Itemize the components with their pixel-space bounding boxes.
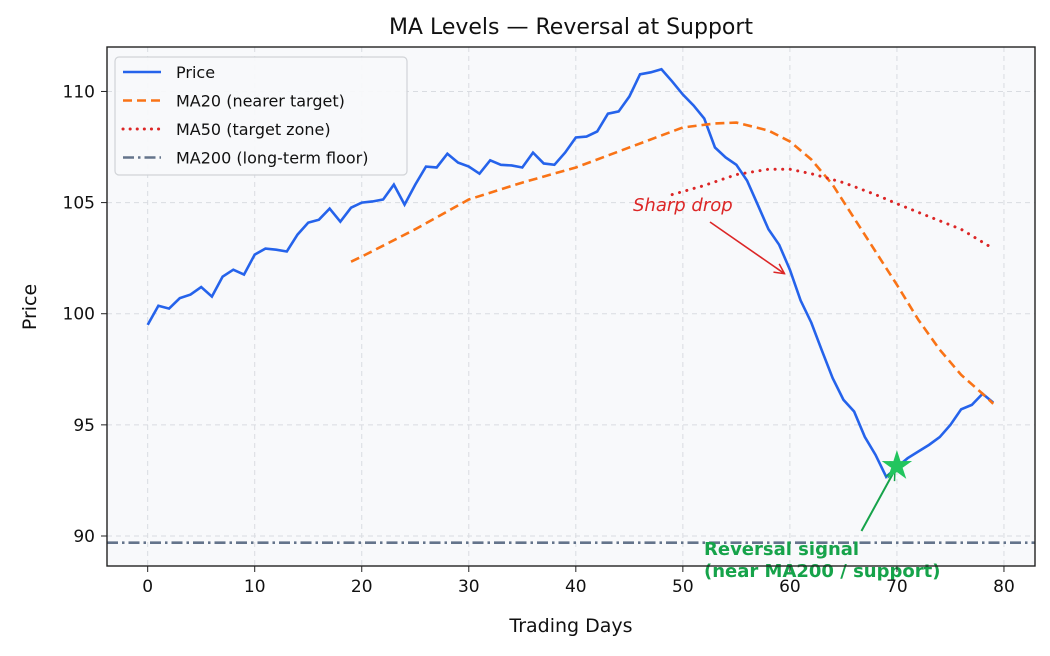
x-tick-label: 50 [672, 577, 694, 597]
x-tick-label: 10 [244, 577, 266, 597]
x-tick-label: 30 [458, 577, 480, 597]
x-tick-label: 70 [886, 577, 908, 597]
y-axis-label: Price [19, 284, 41, 330]
legend-label: Price [176, 63, 215, 82]
legend-box [114, 56, 408, 176]
legend-label: MA50 (target zone) [176, 120, 331, 139]
legend-label: MA200 (long-term floor) [176, 149, 368, 168]
x-tick-label: 80 [993, 577, 1015, 597]
series-line-ma20 [350, 121, 995, 405]
annotation-reversal-line: Reversal signal [704, 539, 859, 560]
chart-title: MA Levels — Reversal at Support [389, 15, 753, 40]
legend: Price MA20 (nearer target) MA50 (target zo… [114, 56, 408, 176]
x-tick-label: 0 [142, 577, 153, 597]
star-marker-icon [881, 450, 913, 479]
annotation-sharp-drop: Sharp drop [633, 195, 733, 216]
y-tick-label: 100 [63, 305, 95, 325]
x-tick-label: 40 [565, 577, 587, 597]
x-tick-label: 20 [351, 577, 373, 597]
y-tick-label: 110 [63, 82, 95, 102]
x-axis-label: Trading Days [508, 615, 632, 637]
y-tick-label: 95 [73, 416, 95, 436]
annotation-arrow-sharp-drop [709, 221, 785, 274]
x-tick-label: 60 [779, 577, 801, 597]
series-line-price [146, 67, 995, 480]
y-tick-label: 105 [63, 194, 95, 214]
plot-frame [106, 46, 1036, 567]
ticks: 0 10 20 30 40 50 60 70 80 90 95 100 105 110 [63, 82, 1015, 597]
series-line-ma50 [670, 167, 995, 251]
annotation-arrow-reversal [860, 470, 896, 532]
series-layer [107, 67, 1035, 544]
y-tick-label: 90 [73, 527, 95, 547]
legend-label: MA20 (nearer target) [176, 92, 345, 111]
